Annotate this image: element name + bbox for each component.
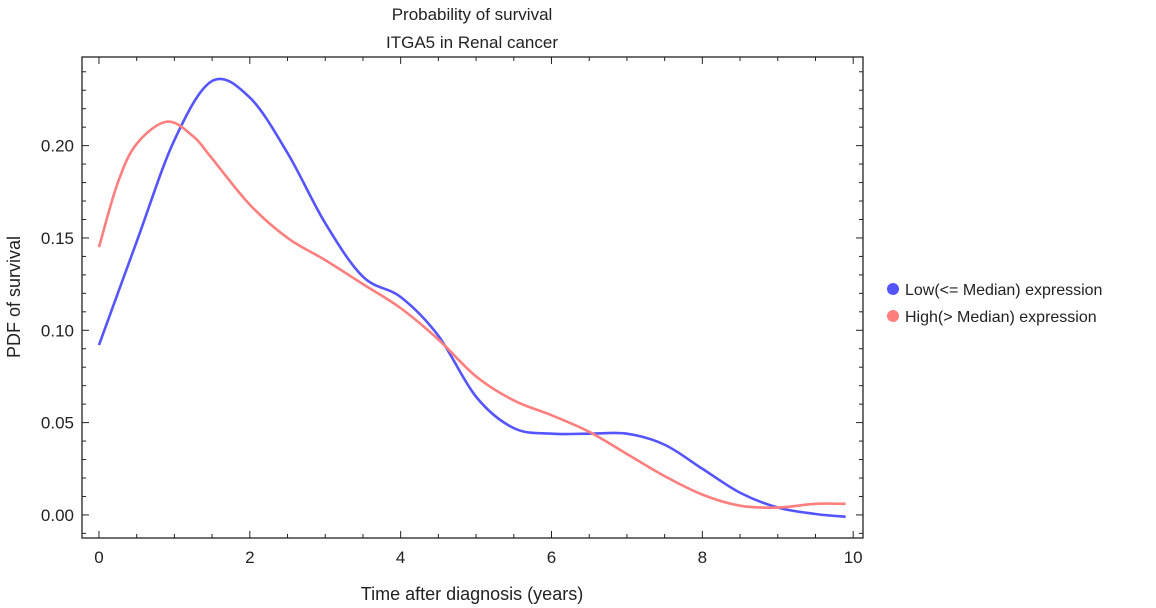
legend-label: Low(<= Median) expression: [905, 282, 1102, 299]
chart-title: Probability of survival: [392, 5, 553, 24]
chart-subtitle: ITGA5 in Renal cancer: [386, 33, 558, 52]
plot-frame: [81, 56, 864, 539]
x-tick-label: 4: [396, 548, 405, 567]
y-tick-label: 0.00: [41, 506, 74, 525]
x-tick-label: 8: [698, 548, 707, 567]
legend-marker: [887, 283, 899, 295]
x-tick-label: 10: [844, 548, 863, 567]
x-tick-label: 6: [547, 548, 556, 567]
y-tick-label: 0.05: [41, 414, 74, 433]
y-axis-label: PDF of survival: [4, 236, 24, 358]
series-line-low: [97, 77, 846, 519]
x-tick-label: 0: [94, 548, 103, 567]
y-tick-label: 0.15: [41, 229, 74, 248]
y-tick-label: 0.20: [41, 137, 74, 156]
legend-marker: [887, 310, 899, 322]
series-line-high: [97, 120, 846, 509]
x-tick-label: 2: [245, 548, 254, 567]
x-axis-label: Time after diagnosis (years): [361, 584, 583, 604]
legend-label: High(> Median) expression: [905, 309, 1097, 326]
y-tick-label: 0.10: [41, 321, 74, 340]
